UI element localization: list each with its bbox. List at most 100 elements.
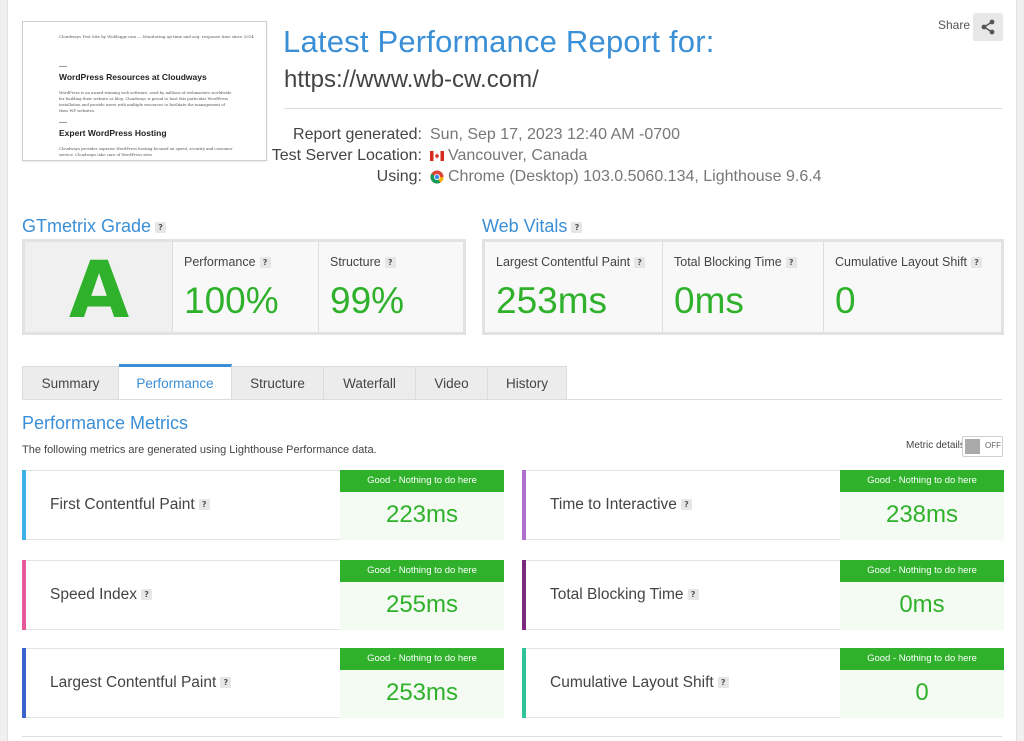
vital-lcp: Largest Contentful Paint? 253ms bbox=[485, 242, 663, 332]
vital-value: 253ms bbox=[496, 280, 608, 321]
metric-card-first-contentful-paint: First Contentful Paint? Good - Nothing to… bbox=[22, 470, 504, 540]
tab-performance[interactable]: Performance bbox=[119, 364, 232, 400]
canada-flag-icon bbox=[430, 151, 444, 161]
metric-name: Total Blocking Time? bbox=[550, 586, 699, 604]
performance-value: 100% bbox=[184, 280, 279, 321]
metric-name: Cumulative Layout Shift? bbox=[550, 674, 729, 692]
thumb-heading-1: WordPress Resources at Cloudways bbox=[59, 72, 207, 82]
metric-name: First Contentful Paint? bbox=[50, 496, 210, 514]
report-url[interactable]: https://www.wb-cw.com/ bbox=[284, 66, 539, 93]
vital-value: 0 bbox=[835, 280, 856, 321]
toggle-state: OFF bbox=[985, 441, 1001, 450]
metric-value: 238ms bbox=[885, 501, 959, 528]
help-icon[interactable]: ? bbox=[220, 677, 232, 689]
metric-color-bar bbox=[22, 648, 26, 718]
tab-structure[interactable]: Structure bbox=[232, 366, 324, 400]
metric-card-largest-contentful-paint: Largest Contentful Paint? Good - Nothing … bbox=[22, 648, 504, 718]
tab-video[interactable]: Video bbox=[416, 366, 488, 400]
help-icon[interactable]: ? bbox=[634, 257, 646, 269]
metric-card-speed-index: Speed Index? Good - Nothing to do here 255… bbox=[22, 560, 504, 630]
metric-status-badge: Good - Nothing to do here bbox=[840, 560, 1004, 582]
tab-waterfall[interactable]: Waterfall bbox=[324, 366, 416, 400]
metric-name: Largest Contentful Paint? bbox=[50, 674, 232, 692]
metric-card-total-blocking-time: Total Blocking Time? Good - Nothing to do… bbox=[522, 560, 1004, 630]
metric-status-badge: Good - Nothing to do here bbox=[340, 648, 504, 670]
share-label: Share bbox=[938, 18, 971, 32]
help-icon[interactable]: ? bbox=[384, 257, 396, 269]
meta-key: Using: bbox=[376, 168, 422, 185]
meta-using: Using: Chrome (Desktop) 103.0.5060.134, … bbox=[377, 168, 1020, 186]
metric-value-box: Good - Nothing to do here 0ms bbox=[840, 560, 1004, 630]
help-icon[interactable]: ? bbox=[971, 257, 983, 269]
metric-details-label: Metric details bbox=[906, 440, 965, 451]
metric-value-box: Good - Nothing to do here 223ms bbox=[340, 470, 504, 540]
help-icon[interactable]: ? bbox=[155, 221, 167, 233]
metric-name: Time to Interactive? bbox=[550, 496, 692, 514]
metric-name-text: Cumulative Layout Shift bbox=[550, 674, 714, 691]
meta-test-server-location: Test Server Location: Vancouver, Canada bbox=[272, 147, 1020, 165]
metric-value-box: Good - Nothing to do here 238ms bbox=[840, 470, 1004, 540]
vital-label: Cumulative Layout Shift bbox=[835, 255, 968, 269]
meta-key: Test Server Location: bbox=[271, 147, 422, 164]
metric-name-text: Speed Index bbox=[50, 586, 138, 603]
header-divider bbox=[284, 108, 1002, 109]
metric-value: 253ms bbox=[385, 679, 459, 706]
metric-color-bar bbox=[522, 560, 526, 630]
tab-summary[interactable]: Summary bbox=[22, 366, 119, 400]
meta-value: Sun, Sep 17, 2023 12:40 AM -0700 bbox=[430, 126, 680, 143]
chrome-icon bbox=[430, 170, 444, 184]
metric-value: 255ms bbox=[385, 591, 459, 618]
vital-label: Largest Contentful Paint bbox=[496, 255, 631, 269]
metric-name-text: Total Blocking Time bbox=[550, 586, 684, 603]
metric-card-time-to-interactive: Time to Interactive? Good - Nothing to do… bbox=[522, 470, 1004, 540]
metric-value: 0 bbox=[915, 679, 929, 706]
page-screenshot-thumbnail[interactable]: Cloudways Test Site by Wobloggr.com — Mo… bbox=[22, 21, 267, 161]
metric-value-box: Good - Nothing to do here 253ms bbox=[340, 648, 504, 718]
metric-name-text: Largest Contentful Paint bbox=[50, 674, 217, 691]
help-icon[interactable]: ? bbox=[680, 499, 692, 511]
metric-value: 223ms bbox=[385, 501, 459, 528]
grade-letter-box: A bbox=[25, 242, 173, 336]
meta-value: Vancouver, Canada bbox=[448, 147, 588, 164]
report-tabs: Summary Performance Structure Waterfall … bbox=[22, 364, 567, 400]
structure-value: 99% bbox=[330, 280, 405, 321]
help-icon[interactable]: ? bbox=[687, 589, 699, 601]
metric-color-bar bbox=[522, 470, 526, 540]
meta-key: Report generated: bbox=[293, 126, 422, 143]
thumb-heading-2: Expert WordPress Hosting bbox=[59, 128, 167, 138]
metric-value: 0ms bbox=[899, 591, 945, 618]
vital-cls: Cumulative Layout Shift? 0 bbox=[824, 242, 1001, 332]
help-icon[interactable]: ? bbox=[785, 257, 797, 269]
thumb-paragraph-1: WordPress is an award-winning web softwa… bbox=[59, 90, 232, 113]
metric-status-badge: Good - Nothing to do here bbox=[840, 648, 1004, 670]
metric-value-box: Good - Nothing to do here 255ms bbox=[340, 560, 504, 630]
help-icon[interactable]: ? bbox=[571, 221, 583, 233]
performance-label: Performance bbox=[184, 255, 256, 269]
help-icon[interactable]: ? bbox=[259, 257, 271, 269]
toggle-knob bbox=[965, 439, 980, 454]
share-icon bbox=[981, 19, 995, 35]
share-button[interactable] bbox=[973, 13, 1003, 41]
help-icon[interactable]: ? bbox=[717, 677, 729, 689]
metric-value-box: Good - Nothing to do here 0 bbox=[840, 648, 1004, 718]
metric-details-toggle[interactable]: OFF bbox=[962, 436, 1003, 457]
gtmetrix-grade-panel: A Performance? 100% Structure? 99% bbox=[22, 239, 466, 336]
vital-label: Total Blocking Time bbox=[674, 255, 782, 269]
vitals-section-title: Web Vitals? bbox=[482, 216, 583, 237]
help-icon[interactable]: ? bbox=[198, 499, 210, 511]
help-icon[interactable]: ? bbox=[141, 589, 153, 601]
metric-name-text: Time to Interactive bbox=[550, 496, 677, 513]
tab-history[interactable]: History bbox=[488, 366, 567, 400]
performance-score: Performance? 100% bbox=[173, 242, 319, 332]
metric-name-text: First Contentful Paint bbox=[50, 496, 195, 513]
metric-color-bar bbox=[22, 470, 26, 540]
metric-name: Speed Index? bbox=[50, 586, 153, 604]
performance-metrics-subtitle: The following metrics are generated usin… bbox=[22, 444, 377, 456]
thumb-paragraph-2: Cloudways provides superior WordPress ho… bbox=[59, 146, 233, 157]
metric-status-badge: Good - Nothing to do here bbox=[340, 470, 504, 492]
structure-label: Structure bbox=[330, 255, 381, 269]
metric-color-bar bbox=[522, 648, 526, 718]
vital-tbt: Total Blocking Time? 0ms bbox=[663, 242, 824, 332]
tabs-divider bbox=[22, 399, 1002, 400]
thumb-site-line: Cloudways Test Site by Wobloggr.com — Mo… bbox=[59, 34, 254, 39]
